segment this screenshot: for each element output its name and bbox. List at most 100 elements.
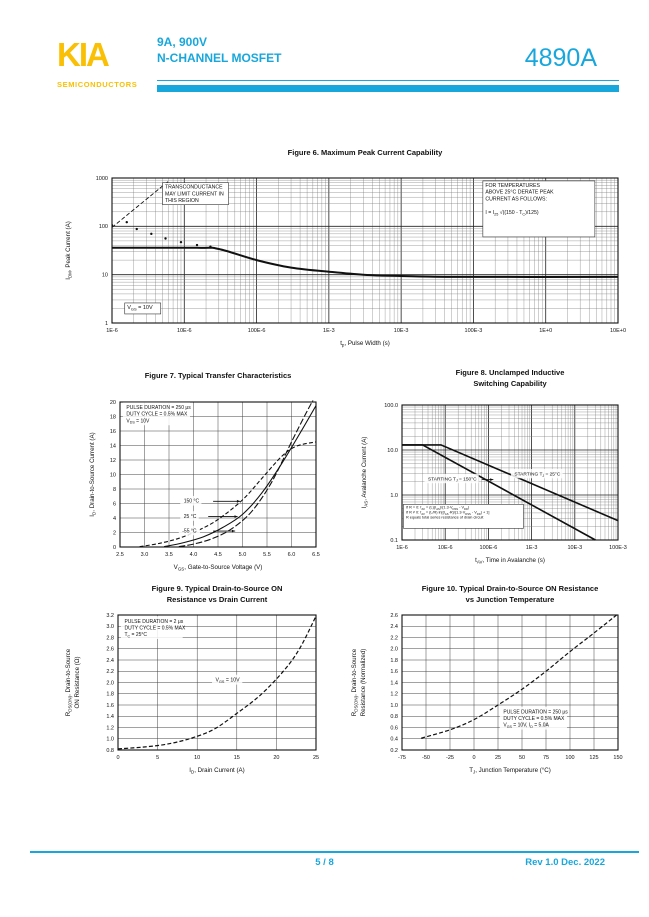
svg-text:CURRENT AS FOLLOWS:: CURRENT AS FOLLOWS: (485, 196, 547, 202)
svg-text:6: 6 (113, 501, 116, 507)
svg-text:IAS, Avalanche Current (A): IAS, Avalanche Current (A) (361, 437, 368, 509)
svg-text:RDS(ON), Drain-to-Source: RDS(ON), Drain-to-Source (351, 648, 358, 716)
svg-text:6.0: 6.0 (288, 552, 296, 558)
figure9-title: Figure 9. Typical Drain-to-Source ON Res… (151, 584, 283, 604)
svg-text:0: 0 (113, 545, 116, 551)
svg-text:2: 2 (113, 530, 116, 536)
svg-text:1: 1 (105, 321, 108, 327)
svg-text:1.8: 1.8 (390, 658, 398, 664)
svg-text:3.0: 3.0 (141, 552, 149, 558)
svg-text:I = I25 √((150 - TC)/125): I = I25 √((150 - TC)/125) (485, 209, 539, 216)
svg-text:4.5: 4.5 (214, 552, 222, 558)
svg-text:0: 0 (116, 755, 119, 761)
svg-text:4.0: 4.0 (190, 552, 198, 558)
svg-text:-50: -50 (422, 755, 430, 761)
svg-text:100E-6: 100E-6 (248, 328, 266, 334)
svg-text:3.5: 3.5 (165, 552, 173, 558)
svg-text:75: 75 (543, 755, 549, 761)
svg-text:20: 20 (110, 400, 116, 406)
svg-text:10E-6: 10E-6 (177, 328, 192, 334)
svg-text:FOR TEMPERATURES: FOR TEMPERATURES (485, 183, 540, 189)
svg-text:2.2: 2.2 (390, 635, 398, 641)
svg-text:PULSE DURATION = 2 μs: PULSE DURATION = 2 μs (124, 619, 183, 625)
svg-text:10: 10 (194, 755, 200, 761)
svg-text:10: 10 (102, 273, 108, 279)
svg-text:1000: 1000 (96, 176, 108, 182)
svg-text:1.6: 1.6 (390, 669, 398, 675)
svg-text:100: 100 (565, 755, 574, 761)
svg-text:15: 15 (234, 755, 240, 761)
svg-text:TC = 25°C: TC = 25°C (124, 632, 147, 638)
svg-text:PULSE DURATION = 250 μs: PULSE DURATION = 250 μs (126, 405, 191, 411)
svg-text:8: 8 (113, 487, 116, 493)
svg-text:1E-6: 1E-6 (106, 328, 118, 334)
svg-text:TJ, Junction Temperature (°C): TJ, Junction Temperature (°C) (469, 767, 551, 774)
svg-text:2.4: 2.4 (390, 624, 398, 630)
svg-text:100E-3: 100E-3 (465, 328, 483, 334)
svg-text:DUTY CYCLE = 0.5% MAX: DUTY CYCLE = 0.5% MAX (126, 412, 188, 418)
svg-text:1.0: 1.0 (106, 737, 114, 743)
svg-text:If R ≠ 0: tAV = (L/R) ln[(IAS: If R ≠ 0: tAV = (L/R) ln[(IAS·R)/(1.3·VD… (406, 511, 490, 516)
svg-text:10E-3: 10E-3 (567, 545, 582, 551)
svg-text:ON Resistance (Ω): ON Resistance (Ω) (74, 656, 81, 708)
svg-text:50: 50 (519, 755, 525, 761)
figure10-title: Figure 10. Typical Drain-to-Source ON Re… (421, 584, 599, 604)
svg-text:25: 25 (313, 755, 319, 761)
device-type: N-CHANNEL MOSFET (157, 51, 282, 65)
svg-text:6.5: 6.5 (312, 552, 320, 558)
svg-text:10E+0: 10E+0 (610, 328, 626, 334)
part-number: 4890A (524, 44, 597, 72)
svg-text:VGS = 10V: VGS = 10V (216, 678, 241, 684)
svg-text:1.6: 1.6 (106, 703, 114, 709)
svg-text:100E-6: 100E-6 (480, 545, 498, 551)
svg-text:2.2: 2.2 (106, 669, 114, 675)
svg-text:VGS = 10V: VGS = 10V (127, 305, 153, 311)
svg-text:2.0: 2.0 (390, 647, 398, 653)
svg-text:2.0: 2.0 (106, 680, 114, 686)
svg-text:125: 125 (589, 755, 598, 761)
figure7-title: Figure 7. Typical Transfer Characteristi… (144, 371, 292, 380)
svg-text:Resistance (Normalized): Resistance (Normalized) (360, 649, 367, 717)
svg-text:VDS = 10V: VDS = 10V (126, 418, 150, 424)
svg-text:1.2: 1.2 (106, 725, 114, 731)
svg-text:5.0: 5.0 (239, 552, 247, 558)
svg-text:ID, Drain Current (A): ID, Drain Current (A) (189, 767, 245, 774)
svg-text:DUTY CYCLE = 0.5% MAX: DUTY CYCLE = 0.5% MAX (503, 716, 565, 722)
svg-text:TRANSCONDUCTANCE: TRANSCONDUCTANCE (165, 185, 223, 191)
svg-text:10.0: 10.0 (387, 448, 398, 454)
svg-text:150 °C: 150 °C (184, 499, 200, 505)
svg-text:VGS = 10V, ID = 5.0A: VGS = 10V, ID = 5.0A (503, 723, 549, 729)
device-rating: 9A, 900V (157, 35, 208, 49)
svg-text:100E-3: 100E-3 (609, 545, 627, 551)
svg-text:-55 °C: -55 °C (182, 528, 197, 534)
svg-text:10E-3: 10E-3 (394, 328, 409, 334)
svg-text:IDM, Peak Current (A): IDM, Peak Current (A) (65, 221, 72, 280)
svg-text:14: 14 (110, 443, 116, 449)
svg-text:18: 18 (110, 414, 116, 420)
svg-text:5: 5 (156, 755, 159, 761)
svg-text:5.5: 5.5 (263, 552, 271, 558)
figure8-chart: 1E-6 10E-6 100E-6 1E-3 10E-3 100E-3 100.0 10.0 1… (361, 403, 627, 565)
svg-text:-25: -25 (446, 755, 454, 761)
svg-text:0.8: 0.8 (106, 748, 114, 754)
figure7-chart: 2.5 3.0 3.5 4.0 4.5 5.0 5.5 6.0 6.5 0 2 4 6 8 10 12 14 16… (89, 400, 320, 572)
svg-text:PULSE DURATION = 250 μs: PULSE DURATION = 250 μs (503, 709, 568, 715)
svg-text:12: 12 (110, 458, 116, 464)
svg-text:25: 25 (495, 755, 501, 761)
figure6-chart: 1E-6 10E-6 100E-6 1E-3 10E-3 100E-3 1E+0 10E+0 1… (65, 176, 626, 348)
footer-rule (30, 851, 639, 853)
svg-text:100.0: 100.0 (384, 403, 398, 409)
svg-text:0.4: 0.4 (390, 737, 398, 743)
svg-text:25 °C: 25 °C (184, 514, 197, 520)
svg-text:R equals total series resistan: R equals total series resistance of drai… (406, 516, 484, 520)
svg-text:1E-3: 1E-3 (323, 328, 335, 334)
svg-text:4: 4 (113, 516, 116, 522)
svg-text:2.6: 2.6 (390, 613, 398, 619)
revision-label: Rev 1.0 Dec. 2022 (525, 857, 605, 868)
svg-text:tp, Pulse Width (s): tp, Pulse Width (s) (340, 340, 390, 347)
svg-text:DUTY CYCLE = 0.5% MAX: DUTY CYCLE = 0.5% MAX (124, 625, 186, 631)
svg-text:0.1: 0.1 (390, 538, 398, 544)
svg-text:0.8: 0.8 (390, 714, 398, 720)
svg-text:0.2: 0.2 (390, 748, 398, 754)
